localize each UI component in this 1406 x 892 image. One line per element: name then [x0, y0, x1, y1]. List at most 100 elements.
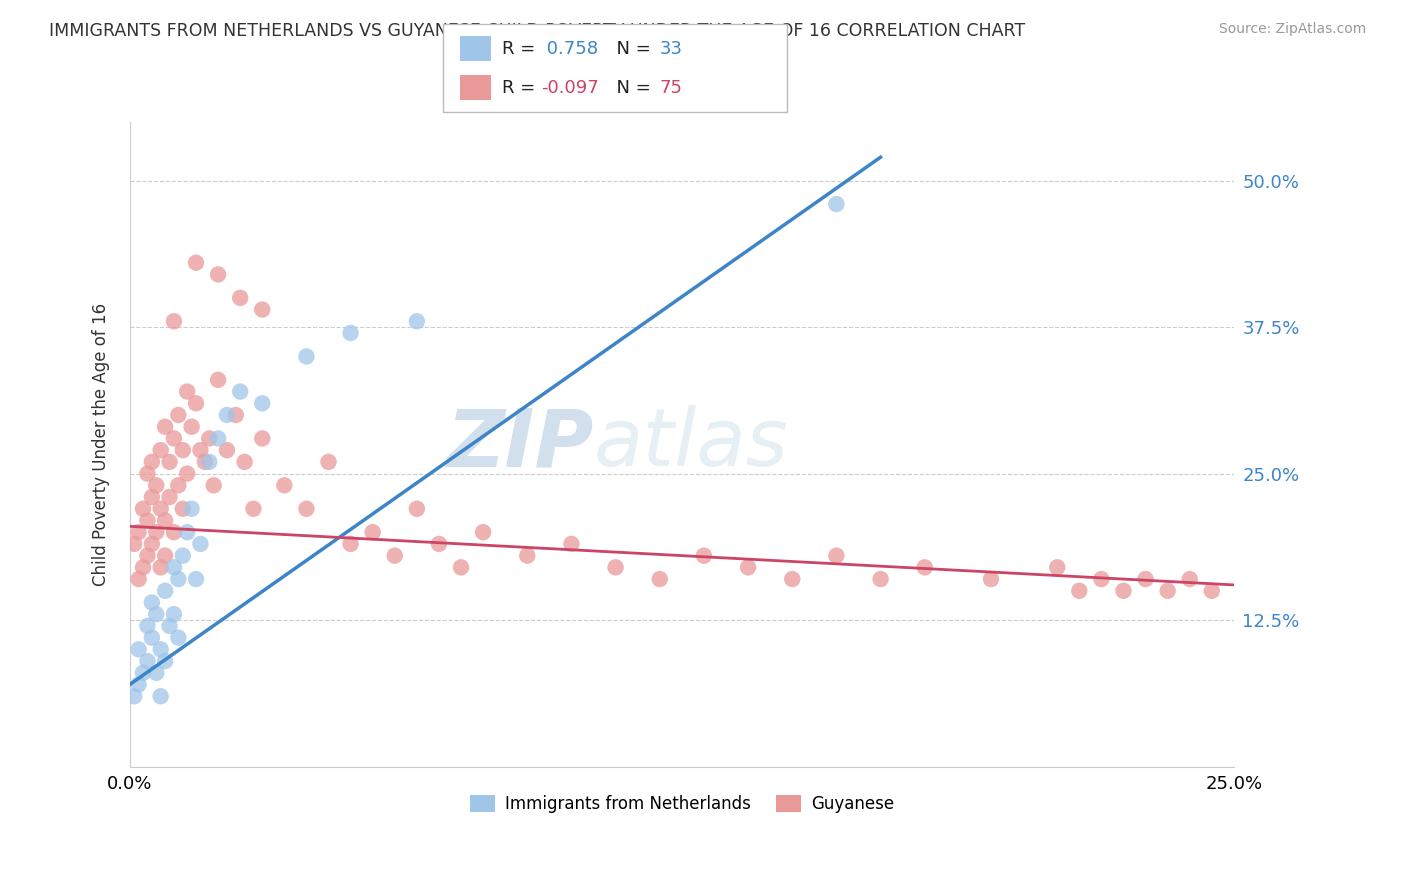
Point: [605, 560, 627, 574]
Point: [159, 490, 181, 504]
Point: [1046, 560, 1069, 574]
Point: [215, 408, 238, 422]
Point: [172, 501, 194, 516]
Point: [339, 537, 361, 551]
Point: [1156, 583, 1178, 598]
Text: R =: R =: [502, 39, 541, 58]
Point: [172, 549, 194, 563]
Point: [176, 525, 198, 540]
Point: [295, 350, 318, 364]
Point: [132, 560, 155, 574]
Point: [737, 560, 759, 574]
Point: [252, 302, 274, 317]
Point: [560, 537, 582, 551]
Point: [149, 501, 172, 516]
Point: [159, 455, 181, 469]
Point: [176, 384, 198, 399]
Point: [207, 373, 229, 387]
Text: IMMIGRANTS FROM NETHERLANDS VS GUYANESE CHILD POVERTY UNDER THE AGE OF 16 CORREL: IMMIGRANTS FROM NETHERLANDS VS GUYANESE …: [49, 22, 1025, 40]
Point: [202, 478, 225, 492]
Point: [516, 549, 538, 563]
Point: [145, 607, 167, 622]
Point: [980, 572, 1002, 586]
Point: [149, 560, 172, 574]
Text: ZIP: ZIP: [446, 405, 593, 483]
Point: [153, 513, 176, 527]
Point: [153, 419, 176, 434]
Point: [190, 537, 212, 551]
Point: [180, 501, 202, 516]
Point: [159, 619, 181, 633]
Legend: Immigrants from Netherlands, Guyanese: Immigrants from Netherlands, Guyanese: [463, 788, 900, 820]
Point: [128, 677, 150, 691]
Point: [252, 396, 274, 410]
Point: [145, 478, 167, 492]
Point: [163, 432, 186, 446]
Text: Source: ZipAtlas.com: Source: ZipAtlas.com: [1219, 22, 1367, 37]
Point: [184, 572, 207, 586]
Point: [194, 455, 217, 469]
Text: -0.097: -0.097: [541, 78, 599, 97]
Point: [190, 443, 212, 458]
Point: [145, 525, 167, 540]
Point: [184, 396, 207, 410]
Point: [1112, 583, 1135, 598]
Point: [141, 631, 163, 645]
Point: [233, 455, 256, 469]
Point: [207, 268, 229, 282]
Point: [132, 501, 155, 516]
Point: [252, 432, 274, 446]
Point: [914, 560, 936, 574]
Point: [122, 537, 145, 551]
Point: [825, 197, 848, 211]
Point: [180, 419, 202, 434]
Point: [225, 408, 247, 422]
Point: [167, 631, 190, 645]
Point: [648, 572, 671, 586]
Point: [141, 455, 163, 469]
Point: [136, 549, 159, 563]
Point: [207, 432, 229, 446]
Point: [229, 291, 252, 305]
Point: [136, 467, 159, 481]
Point: [136, 619, 159, 633]
Point: [198, 455, 221, 469]
Point: [1090, 572, 1112, 586]
Text: 33: 33: [659, 39, 682, 58]
Text: 75: 75: [659, 78, 682, 97]
Point: [167, 478, 190, 492]
Text: N =: N =: [605, 39, 657, 58]
Point: [132, 665, 155, 680]
Point: [163, 525, 186, 540]
Point: [122, 690, 145, 704]
Text: 0.758: 0.758: [541, 39, 599, 58]
Point: [869, 572, 891, 586]
Point: [149, 642, 172, 657]
Point: [450, 560, 472, 574]
Point: [339, 326, 361, 340]
Point: [145, 665, 167, 680]
Point: [167, 572, 190, 586]
Point: [198, 432, 221, 446]
Point: [780, 572, 803, 586]
Point: [405, 501, 427, 516]
Point: [229, 384, 252, 399]
Point: [153, 549, 176, 563]
Point: [163, 314, 186, 328]
Point: [215, 443, 238, 458]
Point: [136, 513, 159, 527]
Point: [1201, 583, 1223, 598]
Point: [295, 501, 318, 516]
Point: [184, 255, 207, 269]
Text: atlas: atlas: [593, 405, 789, 483]
Point: [825, 549, 848, 563]
Point: [163, 560, 186, 574]
Point: [128, 525, 150, 540]
Point: [1178, 572, 1201, 586]
Text: R =: R =: [502, 78, 541, 97]
Point: [1069, 583, 1091, 598]
Text: N =: N =: [605, 78, 657, 97]
Point: [384, 549, 406, 563]
Point: [318, 455, 340, 469]
Point: [167, 408, 190, 422]
